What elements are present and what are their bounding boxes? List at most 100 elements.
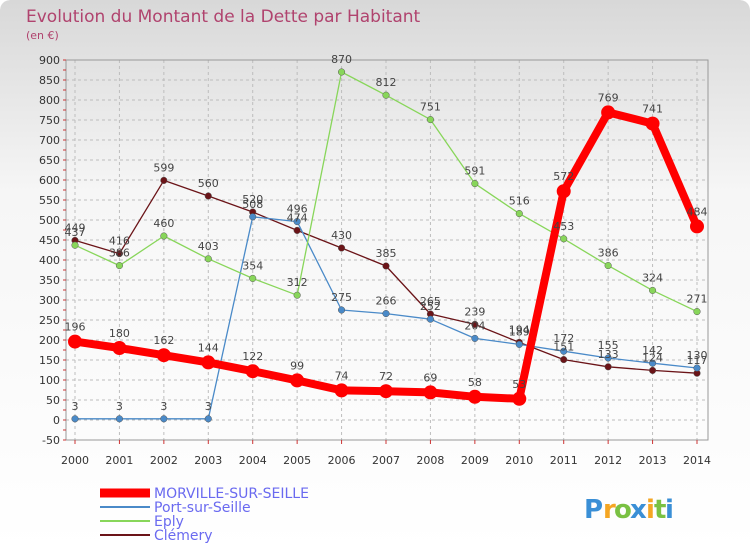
y-tick-label: 850 bbox=[39, 74, 60, 87]
data-point-eply bbox=[604, 262, 612, 270]
data-label-eply: 591 bbox=[464, 165, 485, 178]
data-label-port-sur-seille: 252 bbox=[420, 300, 441, 313]
legend-label-morville-sur-seille: MORVILLE-SUR-SEILLE bbox=[154, 486, 309, 502]
data-label-port-sur-seille: 3 bbox=[160, 400, 167, 413]
data-label-morville-sur-seille: 741 bbox=[642, 103, 663, 116]
axes: 9008508007507006506005505004504003503002… bbox=[39, 54, 711, 467]
x-tick-label: 2011 bbox=[550, 454, 578, 467]
data-point-clemery bbox=[560, 356, 568, 364]
data-point-morville-sur-seille bbox=[423, 385, 438, 400]
data-point-port-sur-seille bbox=[426, 315, 434, 323]
data-label-eply: 437 bbox=[65, 226, 86, 239]
y-tick-label: 0 bbox=[53, 414, 60, 427]
data-label-clemery: 117 bbox=[687, 354, 708, 367]
y-tick-label: 350 bbox=[39, 274, 60, 287]
data-point-port-sur-seille bbox=[604, 354, 612, 362]
data-label-morville-sur-seille: 180 bbox=[109, 327, 130, 340]
y-tick-label: 500 bbox=[39, 214, 60, 227]
data-label-clemery: 430 bbox=[331, 229, 352, 242]
data-label-clemery: 474 bbox=[287, 211, 308, 224]
data-point-clemery bbox=[293, 226, 301, 234]
data-label-clemery: 520 bbox=[242, 193, 263, 206]
data-label-clemery: 151 bbox=[553, 341, 574, 354]
y-tick-label: 900 bbox=[39, 54, 60, 67]
logo-letter: i bbox=[646, 495, 655, 525]
data-label-morville-sur-seille: 144 bbox=[198, 341, 219, 354]
data-label-morville-sur-seille: 72 bbox=[379, 370, 393, 383]
data-label-clemery: 385 bbox=[376, 247, 397, 260]
y-tick-label: 50 bbox=[46, 394, 60, 407]
data-point-port-sur-seille bbox=[649, 359, 657, 367]
data-label-clemery: 133 bbox=[598, 348, 619, 361]
y-tick-label: 100 bbox=[39, 374, 60, 387]
logo-letter: i bbox=[665, 495, 674, 525]
y-tick-label: -50 bbox=[42, 434, 60, 447]
data-label-clemery: 124 bbox=[642, 351, 663, 364]
data-label-morville-sur-seille: 122 bbox=[242, 350, 263, 363]
x-tick-label: 2000 bbox=[61, 454, 89, 467]
chart-title: Evolution du Montant de la Dette par Hab… bbox=[26, 7, 421, 27]
data-label-port-sur-seille: 204 bbox=[464, 319, 485, 332]
data-point-port-sur-seille bbox=[471, 334, 479, 342]
y-tick-label: 600 bbox=[39, 174, 60, 187]
data-point-morville-sur-seille bbox=[290, 373, 305, 388]
data-label-port-sur-seille: 130 bbox=[687, 349, 708, 362]
data-label-eply: 751 bbox=[420, 101, 441, 114]
data-point-eply bbox=[471, 180, 479, 188]
data-point-port-sur-seille bbox=[71, 415, 79, 423]
y-tick-label: 650 bbox=[39, 154, 60, 167]
data-label-port-sur-seille: 3 bbox=[116, 400, 123, 413]
y-tick-label: 300 bbox=[39, 294, 60, 307]
data-point-eply bbox=[338, 68, 346, 76]
data-point-eply bbox=[115, 262, 123, 270]
data-point-eply bbox=[160, 232, 168, 240]
data-label-eply: 386 bbox=[109, 247, 130, 260]
x-tick-label: 2007 bbox=[372, 454, 400, 467]
data-label-eply: 324 bbox=[642, 271, 663, 284]
legend-label-eply: Eply bbox=[154, 514, 184, 530]
data-point-clemery bbox=[649, 366, 657, 374]
data-point-eply bbox=[71, 241, 79, 249]
data-label-port-sur-seille: 3 bbox=[205, 400, 212, 413]
data-point-eply bbox=[382, 91, 390, 99]
data-label-clemery: 194 bbox=[509, 323, 530, 336]
y-tick-label: 200 bbox=[39, 334, 60, 347]
data-label-port-sur-seille: 3 bbox=[72, 400, 79, 413]
data-label-clemery: 416 bbox=[109, 235, 130, 248]
data-point-port-sur-seille bbox=[338, 306, 346, 314]
data-point-morville-sur-seille bbox=[512, 391, 527, 406]
x-tick-label: 2006 bbox=[328, 454, 356, 467]
data-label-eply: 312 bbox=[287, 276, 308, 289]
x-tick-label: 2001 bbox=[105, 454, 133, 467]
data-point-morville-sur-seille bbox=[201, 355, 216, 370]
data-point-eply bbox=[560, 235, 568, 243]
data-label-eply: 870 bbox=[331, 53, 352, 66]
data-label-eply: 354 bbox=[242, 259, 263, 272]
y-tick-label: 400 bbox=[39, 254, 60, 267]
data-label-morville-sur-seille: 74 bbox=[335, 369, 349, 382]
data-point-port-sur-seille bbox=[515, 340, 523, 348]
logo-letter: o bbox=[614, 495, 632, 525]
data-label-eply: 453 bbox=[553, 220, 574, 233]
data-point-morville-sur-seille bbox=[379, 384, 393, 399]
data-label-port-sur-seille: 275 bbox=[331, 291, 352, 304]
data-point-eply bbox=[426, 116, 434, 124]
data-label-port-sur-seille: 189 bbox=[509, 325, 530, 338]
data-label-morville-sur-seille: 58 bbox=[468, 376, 482, 389]
data-point-clemery bbox=[160, 176, 168, 184]
data-point-morville-sur-seille bbox=[156, 348, 171, 363]
chart-subtitle: (en €) bbox=[26, 29, 59, 42]
x-tick-label: 2009 bbox=[461, 454, 489, 467]
y-tick-label: 700 bbox=[39, 134, 60, 147]
logo-letter: x bbox=[630, 495, 647, 525]
data-label-eply: 403 bbox=[198, 240, 219, 253]
legend: MORVILLE-SUR-SEILLEPort-sur-SeilleEplyCl… bbox=[100, 486, 309, 544]
data-point-port-sur-seille bbox=[293, 218, 301, 226]
y-tick-label: 450 bbox=[39, 234, 60, 247]
data-label-port-sur-seille: 266 bbox=[376, 295, 397, 308]
